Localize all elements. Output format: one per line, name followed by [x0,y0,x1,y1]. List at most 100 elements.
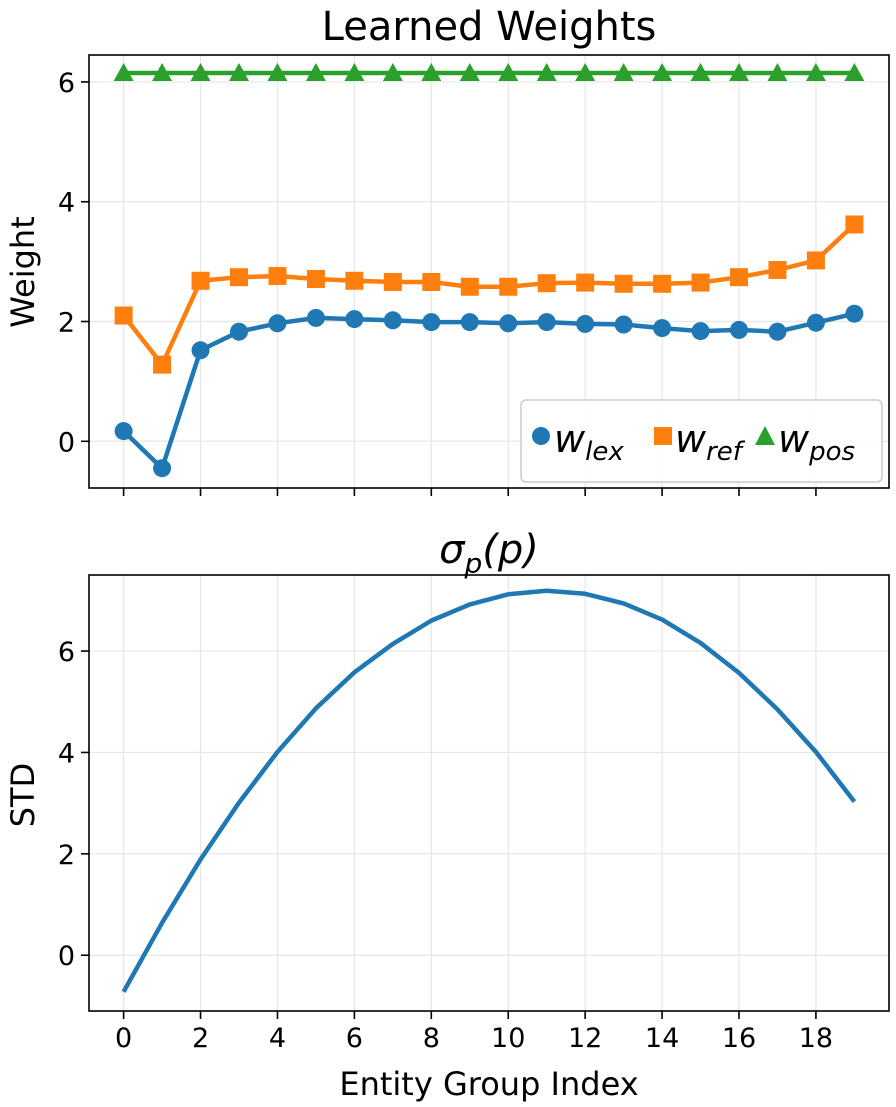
point-w_ref [230,268,248,287]
point-w_lex [268,314,287,333]
point-w_pos [498,62,519,81]
y-tick-label: 6 [58,68,75,99]
y-tick-label: 0 [58,427,75,458]
point-w_ref [845,215,864,234]
top-title: Learned Weights [322,4,657,50]
point-w_pos [536,62,557,81]
point-w_ref [499,277,518,296]
point-w_lex [422,313,441,332]
point-w_ref [306,269,325,288]
legend-marker-lex [532,427,550,445]
y-tick-label: 4 [58,738,75,769]
point-w_pos [305,62,326,81]
y-tick-label: 2 [58,308,75,339]
point-w_lex [230,322,248,341]
legend: wlex wref wpos [520,399,883,483]
legend-label-lex: wlex [554,417,624,467]
x-tick-label: 10 [491,1023,525,1054]
bottom-grid [89,575,889,1011]
x-tick-label: 6 [346,1023,363,1054]
point-w_ref [691,273,710,292]
point-w_pos [190,62,211,81]
point-w_lex [460,313,479,332]
bottom-ylabel: STD [4,763,42,828]
top-series [113,62,865,478]
legend-entry-ref: wref [654,417,746,467]
point-w_lex [153,459,172,478]
point-w_lex [806,313,825,332]
point-w_lex [537,313,556,332]
point-w_ref [576,273,595,292]
point-w_lex [345,310,364,329]
legend-marker-ref [654,427,672,445]
point-w_lex [845,304,864,323]
y-tick-label: 4 [58,188,75,219]
point-w_pos [344,62,365,81]
series-line-w_ref [121,222,856,367]
x-tick-label: 14 [645,1023,679,1054]
legend-label-ref: wref [675,417,746,467]
point-w_lex [691,322,710,341]
bottom-ticks: 0 2 4 6 8 10 12 14 16 18 0 2 4 6 [58,637,833,1054]
point-w_ref [653,274,672,293]
point-w_ref [422,272,441,291]
x-tick-label: 8 [423,1023,440,1054]
y-tick-label: 0 [58,941,75,972]
point-w_lex [306,308,325,327]
point-w_ref [768,261,787,280]
point-w_ref [383,272,402,291]
top-ticks: 0 2 4 6 [58,68,817,496]
point-w_pos [113,62,134,81]
point-w_lex [576,314,595,333]
point-w_lex [499,314,518,333]
x-tick-label: 16 [722,1023,756,1054]
point-w_ref [191,271,210,290]
point-w_pos [421,62,442,81]
top-grid [89,55,889,488]
point-w_ref [730,268,748,287]
point-w_ref [537,274,556,293]
point-w_pos [459,62,480,81]
point-w_pos [844,62,865,81]
point-w_pos [805,62,826,81]
point-w_pos [729,62,749,81]
point-w_pos [652,62,673,81]
x-tick-label: 4 [269,1023,286,1054]
point-w_lex [730,320,748,339]
legend-box [520,399,883,483]
bottom-series [121,588,857,993]
x-tick-label: 18 [799,1023,833,1054]
point-w_lex [383,311,402,330]
point-w_pos [767,62,788,81]
point-w_lex [191,341,210,360]
x-tick-label: 2 [192,1023,209,1054]
legend-label-pos: wpos [778,417,855,467]
legend-entry-lex: wlex [532,417,624,467]
point-w_pos [229,62,249,81]
point-w_ref [114,306,133,325]
y-tick-label: 6 [58,637,75,668]
bottom-xlabel: Entity Group Index [339,1065,638,1103]
point-w_pos [267,62,288,81]
y-tick-label: 2 [58,840,75,871]
series-line-sigma_p [121,588,857,993]
bottom-panel: σp(p) 0 2 4 6 8 10 12 14 16 18 0 2 4 6 STD Entity Gro… [4,527,890,1103]
top-axes-frame [88,54,890,489]
legend-entry-pos: wpos [755,417,855,467]
point-w_ref [153,355,172,374]
point-w_pos [690,62,711,81]
x-tick-label: 0 [115,1023,132,1054]
point-w_lex [768,322,787,341]
x-tick-label: 12 [568,1023,602,1054]
bottom-axes-frame [88,574,890,1012]
top-panel: Learned Weights 0 2 4 6 Weight wlex wref wp… [4,4,890,496]
point-w_ref [268,266,287,285]
point-w_pos [152,62,173,81]
point-w_ref [460,277,479,296]
point-w_ref [614,274,633,293]
point-w_lex [114,422,133,441]
point-w_ref [806,251,825,270]
point-w_pos [382,62,403,81]
legend-marker-pos [755,426,775,445]
point-w_pos [613,62,634,81]
